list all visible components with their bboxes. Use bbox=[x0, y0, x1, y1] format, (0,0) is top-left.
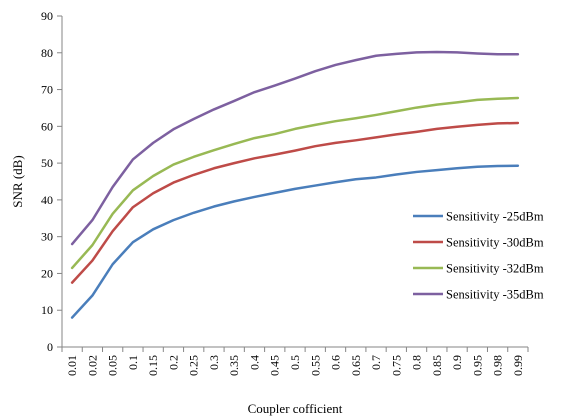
y-tick-label: 70 bbox=[41, 83, 53, 97]
x-tick-label: 0.85 bbox=[430, 355, 444, 376]
series-line-0 bbox=[70, 164, 520, 319]
series-line-3 bbox=[70, 50, 520, 246]
x-tick-label: 0.2 bbox=[166, 355, 180, 370]
x-axis: 0.01 0.02 0.05 0.1 0.15 0.2 0.25 0.3 0.35 0.4 0.45… bbox=[61, 346, 529, 376]
y-tick-label: 40 bbox=[41, 193, 53, 207]
legend: Sensitivity -25dBm Sensitivity -30dBm Sens… bbox=[413, 210, 544, 302]
y-axis-title: SNR (dB) bbox=[10, 155, 25, 207]
series-line-1 bbox=[70, 121, 520, 284]
x-tick-label: 0.8 bbox=[410, 355, 424, 370]
y-tick-label: 80 bbox=[41, 46, 53, 60]
y-tick-label: 20 bbox=[41, 266, 53, 280]
x-tick-label: 0.4 bbox=[247, 355, 261, 370]
series-lines bbox=[70, 50, 520, 319]
x-tick-label: 0.55 bbox=[308, 355, 322, 376]
x-tick-label: 0.99 bbox=[511, 355, 525, 376]
x-tick-label: 0.95 bbox=[470, 355, 484, 376]
x-tick-label: 0.02 bbox=[85, 355, 99, 376]
x-tick-label: 0.9 bbox=[450, 355, 464, 370]
legend-label: Sensitivity -32dBm bbox=[446, 262, 544, 276]
y-tick-label: 10 bbox=[41, 303, 53, 317]
y-tick-label: 0 bbox=[47, 340, 53, 354]
x-tick-label: 0.3 bbox=[207, 355, 221, 370]
x-tick-label: 0.25 bbox=[187, 355, 201, 376]
y-tick-label: 90 bbox=[41, 9, 53, 23]
x-tick-label: 0.35 bbox=[227, 355, 241, 376]
x-tick-label: 0.5 bbox=[288, 355, 302, 370]
x-axis-title: Coupler cofficient bbox=[248, 401, 343, 416]
x-tick-label: 0.65 bbox=[349, 355, 363, 376]
legend-label: Sensitivity -30dBm bbox=[446, 236, 544, 250]
legend-label: Sensitivity -25dBm bbox=[446, 210, 544, 224]
x-tick-label: 0.45 bbox=[268, 355, 282, 376]
x-tick-label: 0.6 bbox=[329, 355, 343, 370]
y-tick-label: 30 bbox=[41, 230, 53, 244]
x-tick-label: 0.15 bbox=[146, 355, 160, 376]
x-tick-label: 0.01 bbox=[65, 355, 79, 376]
x-tick-label: 0.1 bbox=[126, 355, 140, 370]
x-tick-label: 0.98 bbox=[491, 355, 505, 376]
series-line-2 bbox=[70, 96, 520, 270]
y-axis: 0 10 20 30 40 50 60 70 80 90 bbox=[41, 9, 63, 354]
x-tick-label: 0.75 bbox=[389, 355, 403, 376]
legend-label: Sensitivity -35dBm bbox=[446, 288, 544, 302]
x-tick-label: 0.7 bbox=[369, 355, 383, 370]
x-tick-label: 0.05 bbox=[106, 355, 120, 376]
y-tick-label: 50 bbox=[41, 156, 53, 170]
y-tick-label: 60 bbox=[41, 119, 53, 133]
